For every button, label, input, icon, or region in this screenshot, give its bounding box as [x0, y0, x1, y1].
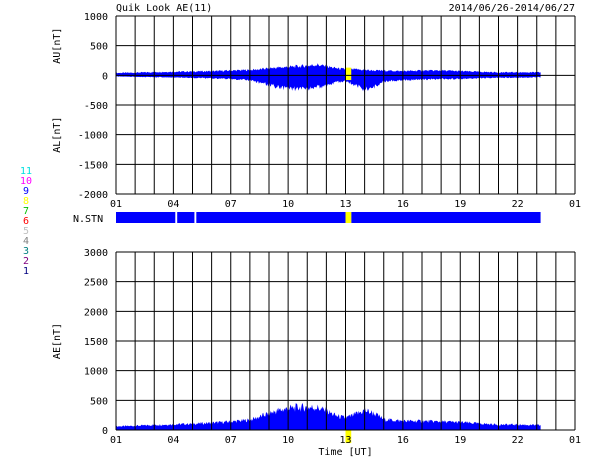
station-key-entry: 11 [20, 166, 32, 177]
y-tick-label: -500 [84, 101, 108, 112]
station-key-entry: 4 [23, 236, 29, 247]
x-tick-label: 19 [454, 435, 466, 446]
x-tick-label: 01 [110, 199, 122, 210]
station-key-entry: 10 [20, 176, 32, 187]
ae-axis-label: AE[nT] [52, 323, 63, 359]
station-key-entry: 1 [23, 266, 29, 277]
x-tick-label: 01 [569, 435, 581, 446]
station-bar-gap [345, 212, 352, 223]
y-tick-label: 500 [90, 396, 108, 407]
date-range: 2014/06/26-2014/06/27 [449, 3, 575, 14]
y-tick-label: 1000 [84, 12, 108, 23]
x-tick-label: 13 [339, 199, 351, 210]
x-tick-label: 22 [512, 199, 524, 210]
y-tick-label: 1000 [84, 367, 108, 378]
station-bar [116, 212, 541, 223]
station-bar-segment [116, 212, 176, 223]
station-bar-segment [196, 212, 346, 223]
x-tick-label: 07 [225, 435, 237, 446]
x-tick-label: 01 [110, 435, 122, 446]
au-area [116, 63, 541, 76]
x-tick-label: 16 [397, 435, 409, 446]
station-bar-segment [351, 212, 541, 223]
y-tick-label: 500 [90, 42, 108, 53]
y-tick-label: -1000 [78, 131, 108, 142]
y-tick-label: 2500 [84, 278, 108, 289]
station-bar-segment [177, 212, 195, 223]
al-area [116, 75, 541, 93]
station-key-entry: 3 [23, 246, 29, 257]
station-key-entry: 5 [23, 226, 29, 237]
station-key-entry: 6 [23, 216, 29, 227]
x-tick-label: 04 [167, 199, 179, 210]
x-tick-label: 04 [167, 435, 179, 446]
x-tick-label: 16 [397, 199, 409, 210]
x-tick-label: 07 [225, 199, 237, 210]
y-tick-label: 0 [102, 71, 108, 82]
x-tick-label: 01 [569, 199, 581, 210]
y-tick-label: 0 [102, 426, 108, 437]
station-key-entry: 7 [23, 206, 29, 217]
station-label: N.STN [73, 214, 103, 225]
x-tick-label: 22 [512, 435, 524, 446]
x-tick-label: 10 [282, 199, 294, 210]
y-tick-label: 3000 [84, 248, 108, 259]
ae-area [116, 403, 541, 430]
x-tick-label: 10 [282, 435, 294, 446]
x-axis-label: Time [UT] [318, 447, 372, 458]
station-key-entry: 2 [23, 256, 29, 267]
al-axis-label: AL[nT] [52, 117, 63, 153]
au-axis-label: AU[nT] [52, 28, 63, 64]
y-tick-label: 2000 [84, 307, 108, 318]
station-key-entry: 8 [23, 196, 29, 207]
station-key-entry: 9 [23, 186, 29, 197]
data-gap-marker [345, 430, 352, 444]
x-tick-label: 13 [339, 435, 351, 446]
y-tick-label: -2000 [78, 190, 108, 201]
y-tick-label: 1500 [84, 337, 108, 348]
chart-title: Quik Look AE(11) [116, 3, 212, 14]
x-tick-label: 19 [454, 199, 466, 210]
y-tick-label: -1500 [78, 160, 108, 171]
data-gap-marker [345, 67, 352, 81]
